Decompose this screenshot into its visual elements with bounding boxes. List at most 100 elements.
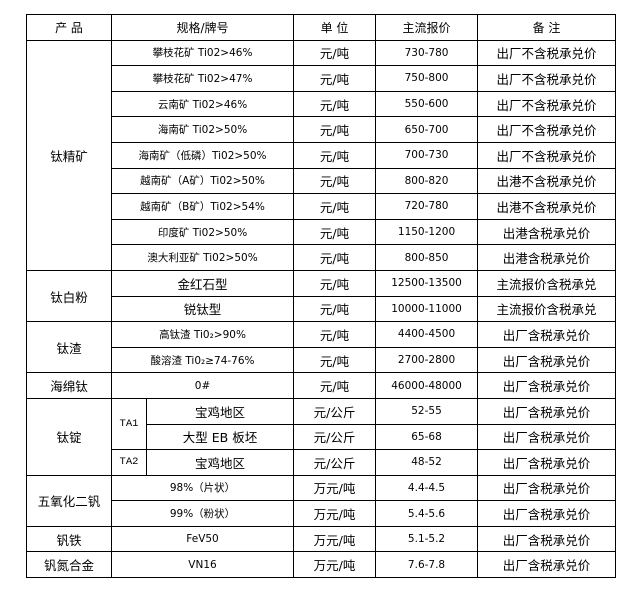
price-cell: 730-780: [375, 39, 479, 67]
header-spec: 规格/牌号: [110, 14, 295, 41]
table-row: 钛渣 高钛渣 Ti0₂>90% 元/吨 4400-4500 出厂含税承兑价: [26, 321, 617, 374]
unit-cell: 万元/吨: [293, 525, 377, 553]
price-cell: 650-700: [375, 116, 479, 143]
price-cell: 720-780: [375, 193, 479, 220]
product-cell: 钛精矿: [26, 39, 112, 271]
unit-cell: 元/吨: [293, 372, 377, 399]
spec-cell: 澳大利亚矿 Ti02>50%: [110, 244, 295, 271]
spec-cell: 越南矿（B矿）Ti02>54%: [110, 193, 295, 220]
product-cell: 钛锭: [26, 397, 112, 476]
spec-cell: 锐钛型: [110, 295, 295, 323]
price-cell: 46000-48000: [375, 372, 479, 399]
spec-cell: VN16: [110, 551, 295, 579]
product-cell: 钛渣: [26, 321, 112, 374]
unit-cell: 元/吨: [293, 167, 377, 195]
table-row: 五氧化二钒 98%（片状） 万元/吨 4.4-4.5 出厂含税承兑价: [26, 474, 617, 527]
table-row: 海南矿（低磷）Ti02>50% 元/吨 700-730 出厂不含税承兑价: [27, 141, 617, 169]
spec-cell: 0#: [110, 372, 295, 399]
price-cell: 12500-13500: [375, 269, 479, 297]
unit-cell: 元/吨: [293, 218, 377, 246]
price-cell: 5.1-5.2: [375, 525, 479, 553]
header-row: 产 品 规格/牌号 单 位 主流报价 备 注: [26, 14, 617, 41]
header-unit: 单 位: [293, 14, 377, 41]
spec-cell: 酸溶渣 Ti0₂≥74-76%: [110, 346, 295, 374]
spec-cell: 云南矿 Ti02>46%: [110, 90, 295, 118]
note-cell: 出厂不含税承兑价: [477, 90, 617, 118]
spec-cell: 越南矿（A矿）Ti02>50%: [110, 167, 295, 195]
note-cell: 出厂含税承兑价: [477, 372, 617, 399]
unit-cell: 元/吨: [293, 39, 377, 67]
note-cell: 出港含税承兑价: [477, 218, 617, 246]
note-cell: 出厂含税承兑价: [477, 321, 617, 348]
spec-cell: 98%（片状）: [110, 474, 295, 502]
note-cell: 出厂含税承兑价: [477, 397, 617, 425]
note-cell: 出厂不含税承兑价: [477, 116, 617, 143]
table-row: 印度矿 Ti02>50% 元/吨 1150-1200 出港含税承兑价: [27, 218, 617, 246]
table-row: 钒铁 FeV50 万元/吨 5.1-5.2 出厂含税承兑价: [26, 525, 617, 553]
product-cell: 五氧化二钒: [26, 474, 112, 527]
price-cell: 800-820: [375, 167, 479, 195]
table-row: 钛锭 TA1 宝鸡地区 元/公斤 52-55 出厂含税承兑价: [26, 397, 617, 476]
note-cell: 主流报价含税承兑: [477, 295, 617, 323]
spec-cell: 99%（粉状）: [110, 500, 295, 527]
unit-cell: 元/吨: [293, 269, 377, 297]
table-row: 海绵钛 0# 元/吨 46000-48000 出厂含税承兑价: [26, 372, 617, 399]
table-row: 锐钛型 元/吨 10000-11000 主流报价含税承兑: [27, 295, 617, 323]
price-cell: 7.6-7.8: [375, 551, 479, 579]
unit-cell: 元/吨: [293, 141, 377, 169]
table-row: 澳大利亚矿 Ti02>50% 元/吨 800-850 出港含税承兑价: [27, 244, 617, 271]
price-cell: 5.4-5.6: [375, 500, 479, 527]
unit-cell: 万元/吨: [293, 500, 377, 527]
spec-cell: 攀枝花矿 Ti02>46%: [110, 39, 295, 67]
unit-cell: 元/吨: [293, 116, 377, 143]
table-row: 大型 EB 板坯 元/公斤 65-68 出厂含税承兑价: [27, 423, 617, 451]
table-row: 越南矿（B矿）Ti02>54% 元/吨 720-780 出港不含税承兑价: [27, 193, 617, 220]
price-cell: 4.4-4.5: [375, 474, 479, 502]
product-cell: 钒氮合金: [26, 551, 112, 579]
spec-cell: 印度矿 Ti02>50%: [110, 218, 295, 246]
unit-cell: 元/吨: [293, 193, 377, 220]
price-cell: 1150-1200: [375, 218, 479, 246]
price-cell: 10000-11000: [375, 295, 479, 323]
spec-cell: 金红石型: [110, 269, 295, 297]
spec-cell: 海南矿 Ti02>50%: [110, 116, 295, 143]
note-cell: 出厂含税承兑价: [477, 449, 617, 476]
product-cell: 海绵钛: [26, 372, 112, 399]
table-row: TA2 宝鸡地区 元/公斤 48-52 出厂含税承兑价: [27, 449, 617, 476]
note-cell: 主流报价含税承兑: [477, 269, 617, 297]
unit-cell: 元/吨: [293, 321, 377, 348]
table-row: 云南矿 Ti02>46% 元/吨 550-600 出厂不含税承兑价: [27, 90, 617, 118]
price-cell: 65-68: [375, 423, 479, 451]
table-row: 钒氮合金 VN16 万元/吨 7.6-7.8 出厂含税承兑价: [26, 551, 617, 579]
unit-cell: 万元/吨: [293, 474, 377, 502]
unit-cell: 元/吨: [293, 244, 377, 271]
table-row: 酸溶渣 Ti0₂≥74-76% 元/吨 2700-2800 出厂含税承兑价: [27, 346, 617, 374]
table-row: 越南矿（A矿）Ti02>50% 元/吨 800-820 出港不含税承兑价: [27, 167, 617, 195]
note-cell: 出厂含税承兑价: [477, 500, 617, 527]
spec-cell: 大型 EB 板坯: [145, 423, 295, 451]
price-cell: 800-850: [375, 244, 479, 271]
unit-cell: 元/公斤: [293, 397, 377, 425]
price-cell: 700-730: [375, 141, 479, 169]
note-cell: 出厂含税承兑价: [477, 525, 617, 553]
unit-cell: 元/吨: [293, 65, 377, 92]
note-cell: 出厂含税承兑价: [477, 551, 617, 579]
note-cell: 出港含税承兑价: [477, 244, 617, 271]
grade-cell: TA2: [111, 449, 147, 476]
table-row: 钛白粉 金红石型 元/吨 12500-13500 主流报价含税承兑: [26, 269, 617, 323]
unit-cell: 万元/吨: [293, 551, 377, 579]
header-product: 产 品: [26, 14, 112, 41]
unit-cell: 元/公斤: [293, 423, 377, 451]
price-cell: 550-600: [375, 90, 479, 118]
table-row: 99%（粉状） 万元/吨 5.4-5.6 出厂含税承兑价: [27, 500, 617, 527]
note-cell: 出港不含税承兑价: [477, 167, 617, 195]
note-cell: 出厂不含税承兑价: [477, 141, 617, 169]
note-cell: 出厂含税承兑价: [477, 346, 617, 374]
header-price: 主流报价: [375, 14, 479, 41]
price-cell: 4400-4500: [375, 321, 479, 348]
note-cell: 出厂含税承兑价: [477, 474, 617, 502]
unit-cell: 元/公斤: [293, 449, 377, 476]
price-cell: 750-800: [375, 65, 479, 92]
spec-cell: 攀枝花矿 Ti02>47%: [110, 65, 295, 92]
price-cell: 2700-2800: [375, 346, 479, 374]
